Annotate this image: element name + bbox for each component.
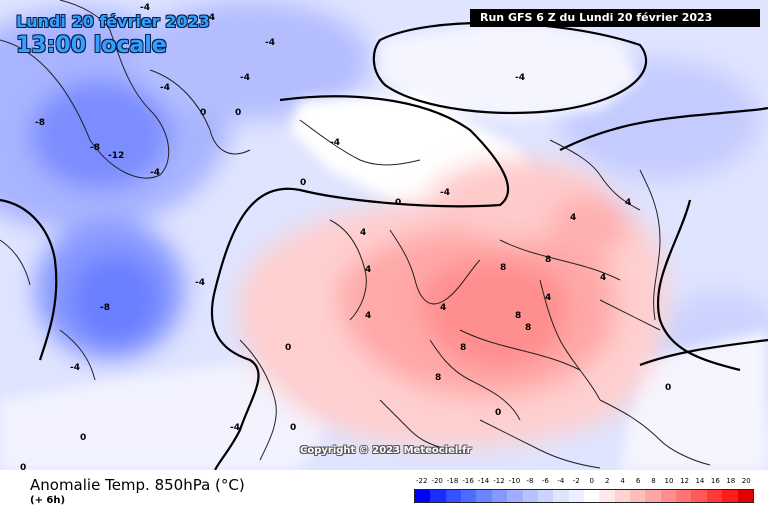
contour-label: -4 (150, 168, 160, 178)
legend-swatch (645, 490, 661, 502)
legend-tick-label: -14 (477, 477, 490, 485)
legend-tick-label: -4 (557, 477, 565, 485)
legend-swatch (737, 490, 753, 502)
contour-label: -4 (330, 138, 340, 148)
legend-swatch (476, 490, 492, 502)
contour-label: -4 (205, 13, 215, 23)
contour-label: 0 (285, 343, 291, 353)
contour-label: 4 (570, 213, 576, 223)
contour-label: 8 (525, 323, 531, 333)
legend-tick-label: 16 (710, 477, 720, 485)
legend-labels: -22 -20 -18 -16 -14 -12 -10 -8 -6 -4 -2 0 2 4 6 8 10 12 14… (414, 477, 754, 489)
contour-label: 4 (365, 265, 371, 275)
legend-swatch (507, 490, 523, 502)
legend-tick-label: 10 (664, 477, 674, 485)
contour-label: -4 (230, 423, 240, 433)
legend-tick-label: -22 (416, 477, 428, 485)
legend-swatch (430, 490, 446, 502)
coastlines (0, 0, 711, 469)
contour-label: 0 (300, 178, 306, 188)
legend-bar (414, 489, 754, 503)
contour-label: 0 (495, 408, 501, 418)
contour-label: -4 (265, 38, 275, 48)
contour-label: -8 (35, 118, 45, 128)
contour-label: -4 (515, 73, 525, 83)
contour-label: 0 (20, 463, 26, 470)
contour-label: -12 (108, 151, 124, 161)
contour-label: 4 (440, 303, 446, 313)
legend-swatch (630, 490, 646, 502)
anomaly-map[interactable]: -4-4-4-4-8-8-12-40 0-4-4-4-8-400444888884… (0, 0, 768, 470)
contour-labels: -4-4-4-4-8-8-12-40 0-4-4-4-8-400444888884… (20, 3, 671, 470)
copyright-notice: Copyright © 2023 Meteociel.fr (300, 445, 472, 456)
contour-label: 4 (545, 293, 551, 303)
legend-swatch (491, 490, 508, 502)
legend-swatch (599, 490, 615, 502)
contour-label: 4 (360, 228, 366, 238)
cold-anomaly-areas (0, 0, 768, 430)
legend-swatch (676, 490, 692, 502)
color-legend: -22 -20 -18 -16 -14 -12 -10 -8 -6 -4 -2 0 2 4 6 8 10 12 14… (414, 477, 754, 507)
legend-swatch (415, 490, 431, 502)
legend-swatch (722, 490, 738, 502)
contour-label: 0 (235, 108, 241, 118)
legend-tick-label: -6 (541, 477, 549, 485)
legend-tick-label: 12 (679, 477, 689, 485)
contour-label: -8 (90, 143, 100, 153)
warm-anomaly-areas (238, 160, 667, 448)
legend-swatch (583, 490, 600, 502)
legend-tick-label: 14 (695, 477, 705, 485)
contour-label: -8 (100, 303, 110, 313)
contour-label: 8 (500, 263, 506, 273)
contour-label: 4 (365, 311, 371, 321)
legend-tick-label: -2 (572, 477, 580, 485)
contour-label: -4 (195, 278, 205, 288)
map-title: Anomalie Temp. 850hPa (°C) (30, 476, 245, 494)
contour-label: 0 (290, 423, 296, 433)
forecast-time: 13:00 locale (16, 33, 167, 58)
contour-label: 8 (545, 255, 551, 265)
contour-label: 0 (665, 383, 671, 393)
legend-tick-label: 20 (741, 477, 751, 485)
legend-tick-label: -20 (431, 477, 443, 485)
legend-tick-label: -16 (462, 477, 474, 485)
legend-swatch (553, 490, 569, 502)
legend-swatch (614, 490, 631, 502)
legend-tick-label: 6 (635, 477, 641, 485)
contour-label: 0 (395, 198, 401, 208)
legend-swatch (691, 490, 707, 502)
legend-swatch (706, 490, 723, 502)
forecast-offset: (+ 6h) (30, 495, 66, 506)
contour-label: -4 (70, 363, 80, 373)
legend-swatch (660, 490, 677, 502)
legend-tick-label: 2 (604, 477, 610, 485)
forecast-date: Lundi 20 février 2023 (16, 12, 210, 31)
legend-swatch (537, 490, 554, 502)
legend-tick-label: -10 (508, 477, 521, 485)
legend-swatch (445, 490, 462, 502)
legend-tick-label: 8 (651, 477, 656, 485)
legend-tick-label: -18 (446, 477, 459, 485)
legend-tick-label: -8 (526, 477, 534, 485)
contour-label: -4 (140, 3, 150, 13)
contour-label: 8 (460, 343, 466, 353)
contour-label: -4 (240, 73, 250, 83)
contour-label: 0 (80, 433, 86, 443)
contour-label: -4 (440, 188, 450, 198)
contour-label: 8 (515, 311, 521, 321)
legend-swatch (522, 490, 538, 502)
contour-label: 8 (435, 373, 441, 383)
legend-tick-label: 4 (620, 477, 625, 485)
legend-tick-label: 18 (726, 477, 736, 485)
legend-tick-label: 0 (589, 477, 594, 485)
legend-swatch (568, 490, 584, 502)
contour-label: 4 (625, 198, 631, 208)
legend-tick-label: -12 (493, 477, 505, 485)
contour-label: -4 (160, 83, 170, 93)
legend-swatch (461, 490, 477, 502)
run-info-banner: Run GFS 6 Z du Lundi 20 février 2023 (470, 9, 760, 27)
contour-label: 4 (600, 273, 606, 283)
contour-label: 0 (200, 108, 206, 118)
